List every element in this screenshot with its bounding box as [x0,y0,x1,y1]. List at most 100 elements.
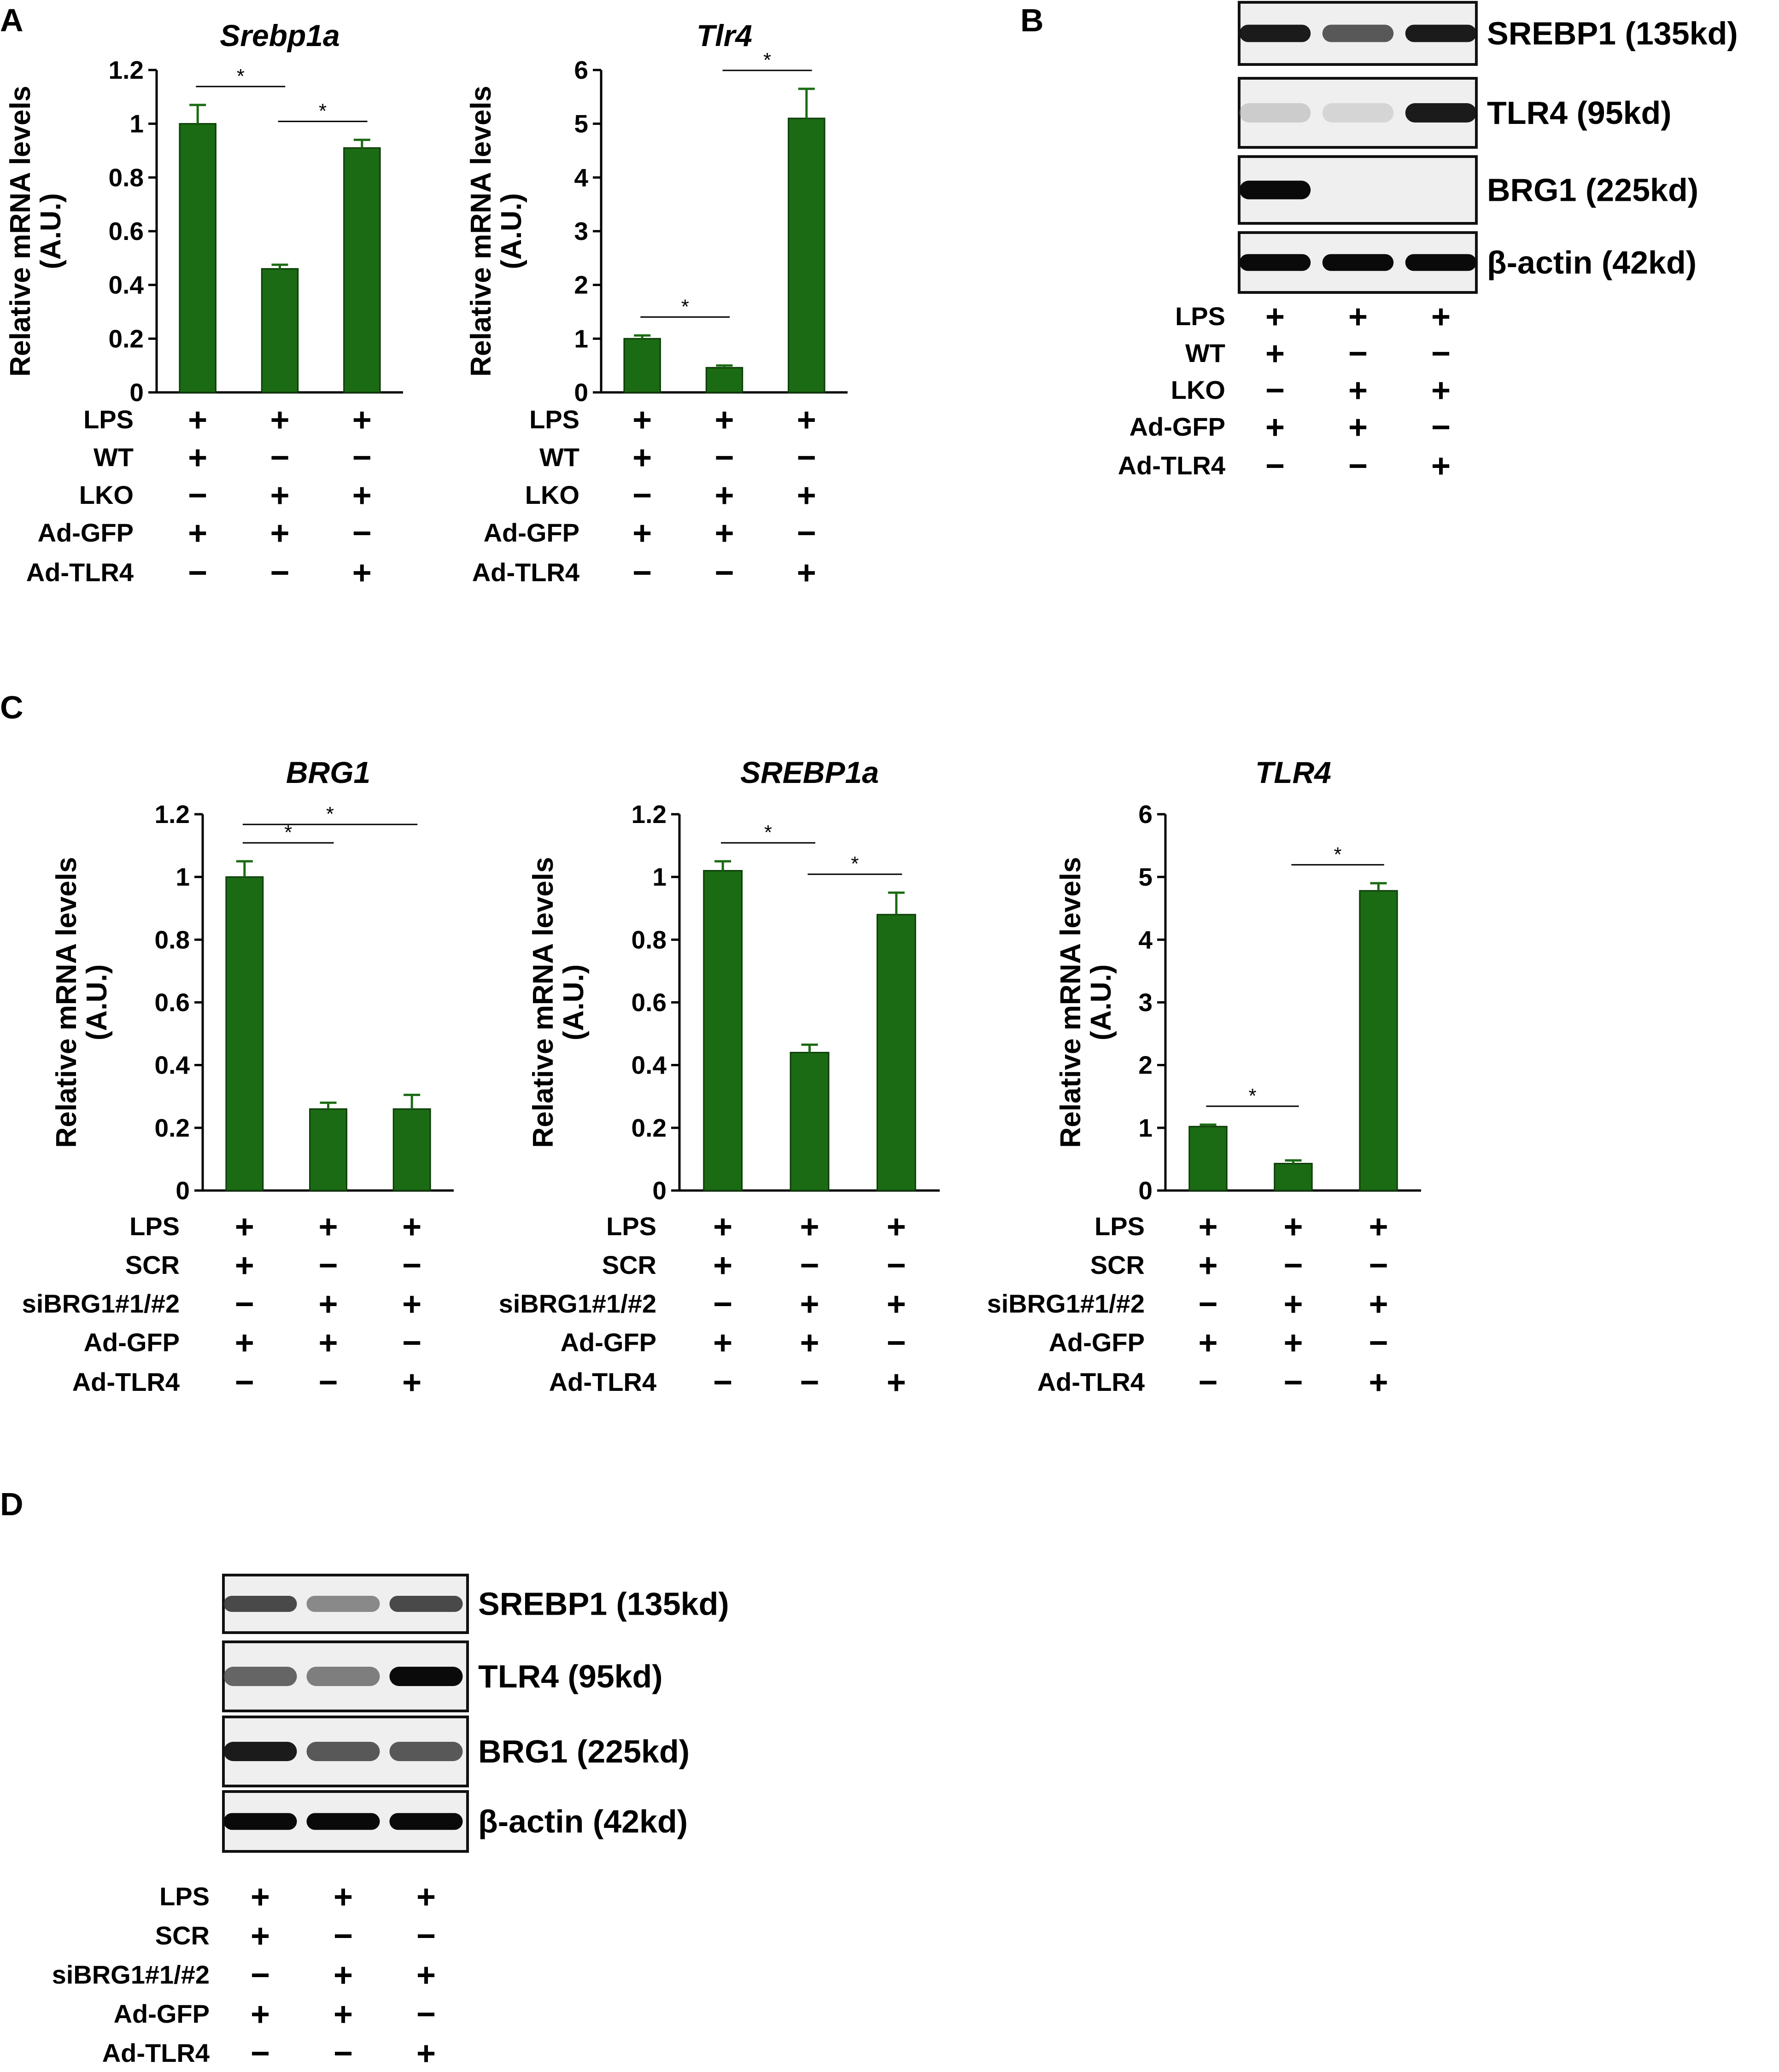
blot-band [1322,254,1394,271]
western-blot-d: SREBP1 (135kd) TLR4 (95kd) BRG1 (225kd) β-a… [52,1574,729,2072]
chart-title: Srebp1a [220,18,339,53]
condition-mark: + [714,402,734,438]
y-axis-label-line: Relative mRNA levels [1055,857,1087,1148]
blot-band [1405,24,1477,42]
condition-mark: − [318,1247,338,1284]
y-axis-label: Relative mRNA levels(A.U.) [465,86,527,377]
condition-mark: + [251,1996,270,2033]
y-tick-label: 4 [574,163,588,192]
condition-mark: − [251,2035,270,2072]
blot-band [1239,24,1311,42]
y-tick-label: 0.6 [109,217,144,245]
condition-mark: − [402,1325,421,1361]
y-tick-label: 0.8 [109,163,144,192]
condition-mark: + [800,1208,819,1245]
condition-name: LPS [83,405,134,434]
condition-name: LPS [606,1212,656,1241]
y-tick-label: 4 [1138,925,1153,954]
condition-mark: + [632,515,652,552]
condition-mark: − [352,515,372,552]
condition-mark: + [334,1996,353,2033]
condition-mark: + [1348,298,1368,335]
condition-mark: − [334,1918,353,1955]
condition-mark: + [402,1208,421,1245]
condition-mark: + [1198,1247,1217,1284]
blot-label: BRG1 (225kd) [478,1733,690,1769]
y-axis-label: Relative mRNA levels(A.U.) [5,86,67,377]
condition-name: Ad-GFP [84,1328,180,1357]
bar [1359,890,1398,1191]
y-tick-label: 2 [1138,1051,1153,1080]
y-tick-label: 1 [652,863,667,891]
panel-label-a: A [0,2,23,38]
condition-mark: + [235,1247,254,1284]
significance-star: * [237,65,245,88]
condition-name: LPS [1175,302,1225,331]
condition-name: Ad-GFP [38,518,134,547]
condition-mark: + [713,1325,732,1361]
condition-name: Ad-TLR4 [472,558,579,587]
chart-5: TLR4 Relative mRNA levels(A.U.) 0 1 2 3 4 5 6 * * L… [987,755,1421,1401]
condition-mark: + [1265,335,1285,372]
significance-star: * [1334,843,1342,866]
blot-band [223,1813,297,1830]
blot-label: SREBP1 (135kd) [1487,16,1738,52]
condition-mark: + [713,1247,732,1284]
condition-mark: − [318,1364,338,1401]
condition-mark: − [235,1364,254,1401]
condition-mark: + [1283,1208,1303,1245]
bar [225,876,264,1191]
condition-mark: + [1265,298,1285,335]
panel-label-d: D [0,1486,23,1522]
condition-mark: + [632,402,652,438]
condition-name: WT [1185,339,1225,368]
chart-4: SREBP1a Relative mRNA levels(A.U.) 0 0.2 0.4… [499,755,940,1401]
condition-mark: + [1283,1325,1303,1361]
condition-name: Ad-GFP [561,1328,656,1357]
condition-mark: + [402,1286,421,1323]
condition-name: siBRG1#1/#2 [987,1289,1145,1318]
condition-mark: − [188,554,207,591]
blot-band [1239,254,1311,271]
condition-mark: − [1348,448,1368,484]
condition-name: LPS [1094,1212,1145,1241]
condition-mark: + [270,515,289,552]
y-tick-label: 0.2 [632,1114,667,1142]
condition-mark: + [1369,1364,1388,1401]
significance-star: * [1249,1085,1257,1107]
western-blot-b: SREBP1 (135kd) TLR4 (95kd) BRG1 (225kd) β-a… [1118,1,1738,484]
condition-mark: + [416,2035,436,2072]
y-tick-label: 0 [574,378,588,407]
condition-name: siBRG1#1/#2 [52,1960,210,1989]
significance-star: * [681,295,689,318]
blot-band [1239,103,1311,123]
chart-2: Tlr4 Relative mRNA levels(A.U.) 0 1 2 3 4 5 6 * * L… [465,18,848,591]
y-axis-label-line: (A.U.) [496,193,527,269]
condition-mark: + [1348,372,1368,409]
y-tick-label: 1.2 [109,56,144,84]
blot-band [223,1742,297,1761]
bar [343,147,381,393]
condition-mark: + [235,1208,254,1245]
y-axis-label: Relative mRNA levels(A.U.) [527,857,590,1148]
y-tick-label: 0.6 [155,988,190,1017]
blot-band [306,1667,380,1686]
blot-label: SREBP1 (135kd) [478,1586,729,1622]
y-tick-label: 6 [574,56,588,84]
condition-mark: − [188,477,207,514]
y-axis-label: Relative mRNA levels(A.U.) [1055,857,1117,1148]
condition-name: Ad-TLR4 [1037,1367,1145,1396]
condition-mark: − [1369,1325,1388,1361]
y-tick-label: 0.8 [155,925,190,954]
blot-band [306,1742,380,1761]
y-tick-label: 0 [1138,1176,1153,1205]
blot-band [389,1813,463,1830]
chart-title: TLR4 [1255,755,1331,789]
condition-name: LPS [159,1882,210,1911]
condition-name: SCR [155,1921,210,1950]
condition-mark: − [334,2035,353,2072]
condition-mark: + [270,402,289,438]
condition-mark: + [797,477,816,514]
bar [623,338,661,393]
